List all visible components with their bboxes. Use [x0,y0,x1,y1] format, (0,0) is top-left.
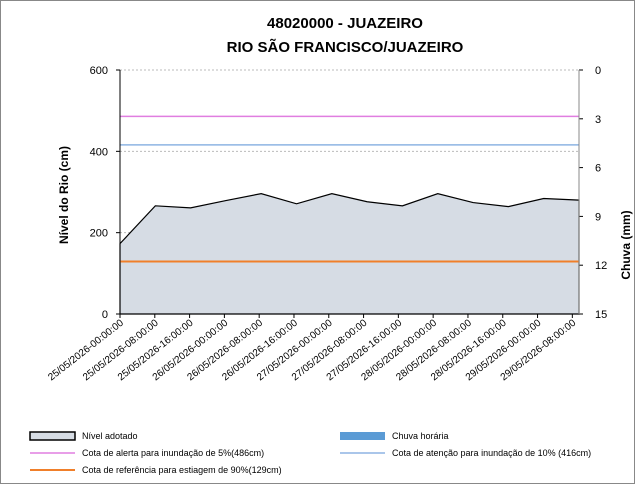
y-tick-label: 600 [90,65,108,77]
legend-swatch [29,431,76,441]
legend-label: Cota de alerta para inundação de 5%(486c… [82,448,264,458]
legend-label: Chuva horária [392,431,449,441]
y2-tick-label: 12 [595,260,607,272]
y2-axis-title: Chuva (mm) [619,210,633,279]
area [119,193,580,315]
y-tick-label: 200 [90,228,108,240]
chart-title: 48020000 - JUAZEIRO [267,15,423,32]
legend-label: Nível adotado [82,431,138,441]
y2-tick-label: 0 [595,65,601,77]
y2-tick-label: 6 [595,163,601,175]
legend-label: Cota de atenção para inundação de 10% (4… [392,448,591,458]
y-tick-label: 400 [90,146,108,158]
legend-label: Cota de referência para estiagem de 90%(… [82,465,282,475]
y2-tick-label: 15 [595,309,607,321]
y-tick-label: 0 [102,309,108,321]
chart-subtitle: RIO SÃO FRANCISCO/JUAZEIRO [227,38,464,56]
legend-swatch [340,432,385,440]
y2-tick-label: 3 [595,114,601,126]
y-axis-title: Nível do Rio (cm) [57,146,71,244]
y2-tick-label: 9 [595,211,601,223]
